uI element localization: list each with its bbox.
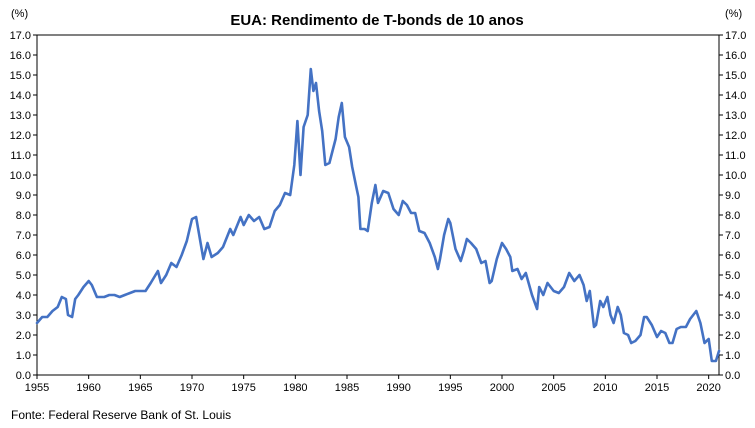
- right-y-tick-label: 9.0: [725, 190, 740, 202]
- x-tick-label: 2015: [645, 382, 669, 394]
- series-line: [35, 67, 721, 363]
- left-y-tick-label: 9.0: [16, 190, 31, 202]
- right-axis-unit-label: (%): [725, 8, 742, 20]
- right-y-tick-label: 17.0: [725, 30, 746, 42]
- plot-frame: [36, 34, 720, 376]
- x-tick-label: 2010: [593, 382, 617, 394]
- x-tick-label: 1975: [231, 382, 255, 394]
- x-tick-label: 1955: [25, 382, 49, 394]
- left-y-tick-label: 14.0: [10, 90, 31, 102]
- left-y-tick-label: 4.0: [16, 290, 31, 302]
- x-tick-label: 1960: [76, 382, 100, 394]
- right-y-tick-label: 15.0: [725, 70, 746, 82]
- right-y-tick-label: 4.0: [725, 290, 740, 302]
- x-tick-label: 1980: [283, 382, 307, 394]
- x-tick-label: 1970: [180, 382, 204, 394]
- right-y-tick-label: 11.0: [725, 150, 746, 162]
- right-y-tick-label: 16.0: [725, 50, 746, 62]
- right-y-tick-label: 3.0: [725, 310, 740, 322]
- right-y-tick-label: 8.0: [725, 210, 740, 222]
- x-tick-label: 1990: [386, 382, 410, 394]
- right-y-tick-label: 12.0: [725, 130, 746, 142]
- left-y-tick-label: 2.0: [16, 330, 31, 342]
- right-y-tick-label: 2.0: [725, 330, 740, 342]
- x-tick-label: 2020: [696, 382, 720, 394]
- chart-title: EUA: Rendimento de T-bonds de 10 anos: [230, 12, 523, 29]
- right-y-axis-ticks: 0.0 1.0 2.0 3.0 4.0 5.0 6.0 7.0 8.0 9.0 10.0 11.0 12…: [719, 30, 746, 382]
- x-axis-ticks: 1955 1960 1965 1970 1975 1980 1985 1990 1995 2000…: [25, 375, 721, 394]
- left-y-tick-label: 5.0: [16, 270, 31, 282]
- right-y-tick-label: 7.0: [725, 230, 740, 242]
- left-axis-unit-label: (%): [11, 8, 28, 20]
- left-y-tick-label: 12.0: [10, 130, 31, 142]
- x-tick-label: 1995: [438, 382, 462, 394]
- right-y-tick-label: 0.0: [725, 370, 740, 382]
- x-tick-label: 1965: [128, 382, 152, 394]
- left-y-axis-ticks: 0.0 1.0 2.0 3.0 4.0 5.0 6.0 7.0 8.0 9.0 10.0 11.0 12…: [10, 30, 37, 382]
- left-y-tick-label: 7.0: [16, 230, 31, 242]
- right-y-tick-label: 10.0: [725, 170, 746, 182]
- left-y-tick-label: 8.0: [16, 210, 31, 222]
- x-tick-label: 2005: [541, 382, 565, 394]
- right-y-tick-label: 5.0: [725, 270, 740, 282]
- left-y-tick-label: 13.0: [10, 110, 31, 122]
- left-y-tick-label: 11.0: [10, 150, 31, 162]
- left-y-tick-label: 10.0: [10, 170, 31, 182]
- right-y-tick-label: 6.0: [725, 250, 740, 262]
- left-y-tick-label: 6.0: [16, 250, 31, 262]
- axes: [36, 34, 720, 376]
- series-group: [35, 67, 721, 363]
- left-y-tick-label: 3.0: [16, 310, 31, 322]
- left-y-tick-label: 17.0: [10, 30, 31, 42]
- x-tick-label: 2000: [490, 382, 514, 394]
- source-note: Fonte: Federal Reserve Bank of St. Louis: [11, 408, 231, 422]
- x-tick-label: 1985: [335, 382, 359, 394]
- left-y-tick-label: 15.0: [10, 70, 31, 82]
- right-y-tick-label: 1.0: [725, 350, 740, 362]
- left-y-tick-label: 16.0: [10, 50, 31, 62]
- right-y-tick-label: 13.0: [725, 110, 746, 122]
- left-y-tick-label: 0.0: [16, 370, 31, 382]
- right-y-tick-label: 14.0: [725, 90, 746, 102]
- left-y-tick-label: 1.0: [16, 350, 31, 362]
